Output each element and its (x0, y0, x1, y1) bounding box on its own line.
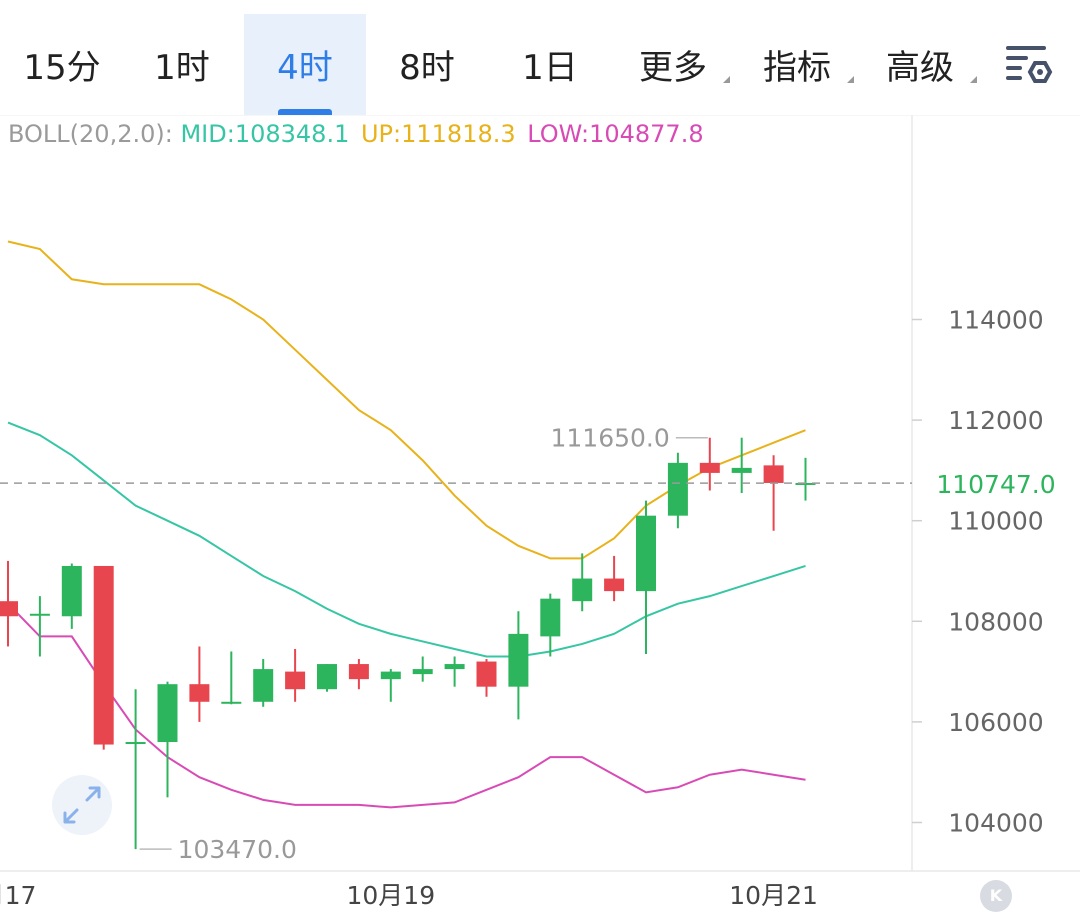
candle-body (604, 578, 625, 592)
high-marker-label: 111650.0 (551, 424, 670, 453)
candle-body (476, 661, 497, 687)
tab-label: 更多 (639, 48, 707, 88)
expand-icon (63, 786, 101, 824)
legend-name: BOLL(20,2.0): (8, 120, 173, 148)
tab-label: 4时 (277, 48, 333, 88)
low-marker-label: 103470.0 (178, 835, 297, 864)
candle-body (317, 664, 337, 690)
boll-legend: BOLL(20,2.0): MID:108348.1 UP:111818.3 L… (8, 120, 704, 148)
legend-up: UP:111818.3 (360, 120, 516, 148)
current-price-label: 110747.0 (936, 470, 1055, 499)
legend-low: LOW:104877.8 (527, 120, 704, 148)
candle-body (0, 601, 18, 617)
active-tab-indicator (278, 109, 332, 115)
kline-badge-icon[interactable]: K (980, 880, 1012, 912)
tab-label: 15分 (23, 48, 101, 88)
candle-body (380, 671, 401, 680)
timeframe-tabs: 15分 1时 4时 8时 1日 更多 指标 高级 (0, 0, 1080, 115)
tab-0[interactable]: 15分 (7, 14, 117, 115)
candle-body (699, 462, 720, 473)
tab-1[interactable]: 1时 (127, 14, 237, 115)
tab-label: 1日 (522, 48, 578, 88)
expand-button[interactable] (52, 775, 112, 835)
dropdown-corner-icon (847, 76, 854, 83)
current-price-box (918, 461, 1074, 506)
candle-body (795, 482, 816, 485)
candlestick-chart[interactable]: 114000 112000 110000 108000 106000 104000 月17 1… (0, 115, 1080, 909)
dropdown-corner-icon (723, 76, 730, 83)
y-tick-label: 110000 (948, 507, 1043, 536)
candle-body (348, 664, 369, 680)
tab-label: 高级 (886, 48, 954, 88)
tab-3[interactable]: 8时 (372, 14, 482, 115)
candle-body (763, 465, 784, 483)
tab-5[interactable]: 更多 (618, 14, 730, 115)
x-axis-label: 10月19 (346, 881, 435, 909)
x-axis-label: 月17 (0, 881, 36, 909)
candle-body (731, 467, 752, 473)
tab-label: 1时 (154, 48, 210, 88)
candle-body (572, 578, 593, 602)
tab-6[interactable]: 指标 (742, 14, 854, 115)
boll-mid-line (7, 421, 806, 658)
candle-body (285, 671, 306, 690)
candle-body (508, 633, 529, 687)
y-tick-label: 106000 (948, 708, 1043, 737)
candle-body (412, 669, 433, 675)
x-axis-label: 10月21 (729, 881, 818, 909)
candle-body (125, 742, 146, 745)
candle-body (93, 565, 114, 745)
tab-2[interactable]: 4时 (244, 14, 366, 115)
candle-body (667, 462, 688, 516)
candle-body (540, 598, 561, 637)
dropdown-corner-icon (970, 76, 977, 83)
candle-body (61, 565, 82, 617)
y-tick-label: 104000 (948, 809, 1043, 838)
candle-body (157, 684, 178, 743)
tab-label: 指标 (763, 48, 831, 88)
chart-settings-icon[interactable] (1000, 40, 1056, 90)
candle-body (189, 684, 210, 702)
tab-label: 8时 (399, 48, 455, 88)
legend-mid: MID:108348.1 (180, 120, 350, 148)
candle-body (29, 613, 50, 616)
tab-4[interactable]: 1日 (495, 14, 605, 115)
tab-7[interactable]: 高级 (865, 14, 977, 115)
candle-body (253, 669, 274, 702)
candle-body (636, 515, 656, 592)
candle-body (221, 701, 242, 704)
y-tick-label: 112000 (948, 406, 1043, 435)
candle-body (444, 664, 465, 670)
y-tick-label: 108000 (948, 607, 1043, 636)
boll-low-line (7, 602, 806, 809)
y-tick-label: 114000 (948, 306, 1043, 335)
